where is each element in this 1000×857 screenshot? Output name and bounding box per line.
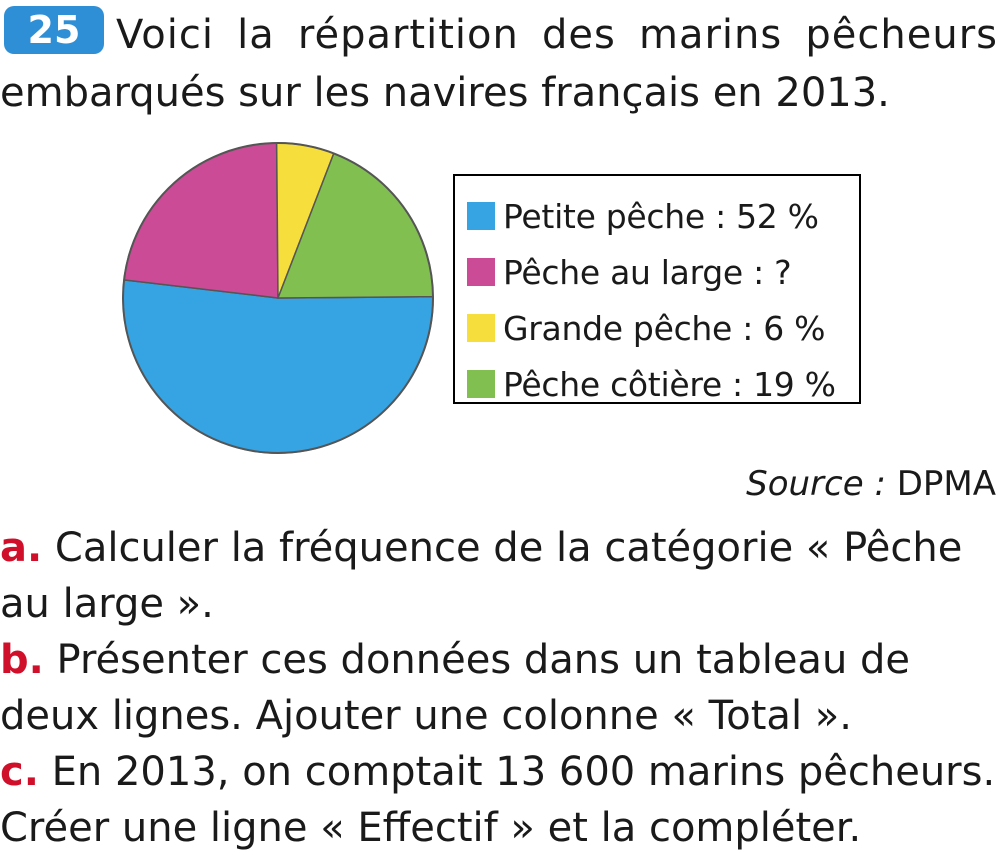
legend-label-peche-au-large: Pêche au large : ? (503, 252, 792, 292)
pie-slice-petite-peche (122, 279, 434, 454)
question-c-text: En 2013, on comptait 13 600 marins pêche… (0, 749, 996, 851)
pie-slice-peche-au-large (123, 142, 279, 299)
exercise-number-badge: 25 (4, 6, 104, 54)
legend-item-petite-peche: Petite pêche : 52 % (467, 188, 859, 244)
legend-item-grande-peche: Grande pêche : 6 % (467, 300, 859, 356)
question-b: b. Présenter ces données dans un tableau… (0, 632, 1000, 744)
pie-chart (122, 142, 434, 454)
question-a-letter: a. (0, 525, 43, 571)
questions: a. Calculer la fréquence de la catégorie… (0, 520, 1000, 856)
intro-line-2: embarqués sur les navires français en 20… (0, 70, 890, 116)
legend-swatch-peche-au-large (467, 258, 495, 286)
source-note: Source : DPMA (746, 464, 996, 504)
source-value: DPMA (896, 464, 996, 504)
question-c: c. En 2013, on comptait 13 600 marins pê… (0, 744, 1000, 856)
source-label: Source : (746, 464, 886, 504)
pie-outline (122, 142, 434, 454)
question-a: a. Calculer la fréquence de la catégorie… (0, 520, 1000, 632)
legend-label-petite-peche: Petite pêche : 52 % (503, 196, 819, 236)
legend-label-grande-peche: Grande pêche : 6 % (503, 308, 826, 348)
legend-label-peche-cotiere: Pêche côtière : 19 % (503, 364, 836, 404)
intro-line-1: Voici la répartition des marins pêcheurs (116, 12, 998, 58)
question-b-letter: b. (0, 637, 44, 683)
question-b-text: Présenter ces données dans un tableau de… (0, 637, 911, 739)
exercise-intro: Voici la répartition des marins pêcheurs… (0, 6, 998, 122)
legend-swatch-petite-peche (467, 202, 495, 230)
legend-swatch-peche-cotiere (467, 370, 495, 398)
legend-item-peche-cotiere: Pêche côtière : 19 % (467, 356, 859, 412)
legend-swatch-grande-peche (467, 314, 495, 342)
question-c-letter: c. (0, 749, 39, 795)
question-a-text: Calculer la fréquence de la catégorie « … (0, 525, 963, 627)
chart-legend: Petite pêche : 52 % Pêche au large : ? G… (453, 174, 861, 404)
legend-item-peche-au-large: Pêche au large : ? (467, 244, 859, 300)
